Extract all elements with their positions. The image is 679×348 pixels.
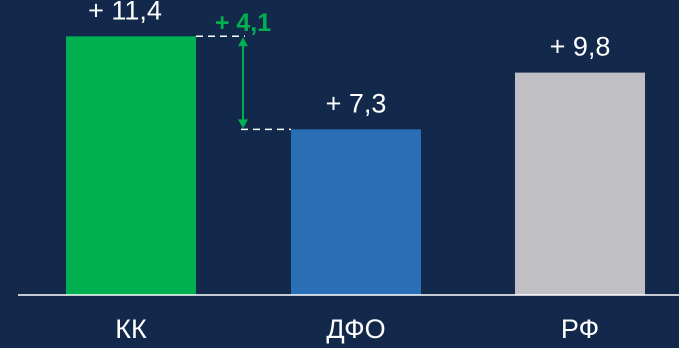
category-label-2: ДФО (326, 314, 385, 344)
category-label-1: КК (115, 314, 147, 344)
bars-layer (66, 36, 645, 296)
difference-guides (196, 35, 291, 131)
difference-arrow-head-down (238, 119, 248, 129)
category-label-3: РФ (561, 314, 599, 344)
difference-label: + 4,1 (215, 9, 271, 37)
category-labels: КК ДФО РФ (115, 314, 599, 344)
value-label-1: + 11,4 (88, 0, 162, 25)
bar-1 (66, 36, 196, 296)
difference-arrow-head-up (238, 37, 248, 47)
value-label-3: + 9,8 (550, 32, 611, 62)
value-label-2: + 7,3 (326, 88, 387, 118)
value-labels: + 11,4 + 7,3 + 9,8 (88, 0, 610, 118)
bar-2 (291, 129, 421, 295)
bar-3 (515, 72, 645, 295)
